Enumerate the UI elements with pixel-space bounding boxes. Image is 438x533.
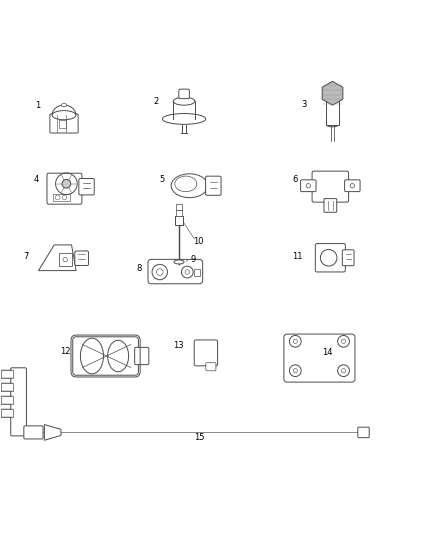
FancyBboxPatch shape bbox=[11, 368, 26, 436]
FancyBboxPatch shape bbox=[312, 171, 349, 202]
Text: 2: 2 bbox=[153, 97, 158, 106]
Text: 5: 5 bbox=[159, 175, 165, 184]
Polygon shape bbox=[44, 425, 61, 440]
Bar bbox=[326, 98, 339, 125]
Text: 11: 11 bbox=[292, 252, 303, 261]
FancyBboxPatch shape bbox=[24, 426, 43, 439]
Bar bbox=[1, 396, 13, 404]
Bar bbox=[1, 409, 13, 417]
Text: 1: 1 bbox=[35, 101, 40, 110]
Bar bbox=[1, 370, 13, 378]
Ellipse shape bbox=[52, 110, 76, 120]
Bar bbox=[59, 253, 71, 266]
Ellipse shape bbox=[162, 114, 206, 124]
FancyBboxPatch shape bbox=[343, 250, 354, 266]
FancyBboxPatch shape bbox=[47, 173, 82, 204]
FancyBboxPatch shape bbox=[206, 363, 216, 371]
Text: 3: 3 bbox=[301, 100, 307, 109]
Ellipse shape bbox=[174, 260, 184, 264]
Bar bbox=[53, 193, 71, 201]
Text: 12: 12 bbox=[60, 347, 71, 356]
FancyBboxPatch shape bbox=[315, 244, 345, 272]
FancyBboxPatch shape bbox=[358, 427, 369, 438]
Ellipse shape bbox=[173, 98, 195, 105]
FancyBboxPatch shape bbox=[284, 334, 355, 382]
Text: 6: 6 bbox=[293, 175, 298, 184]
Text: 7: 7 bbox=[23, 252, 29, 261]
Bar bbox=[60, 120, 66, 128]
FancyBboxPatch shape bbox=[75, 251, 88, 265]
FancyBboxPatch shape bbox=[50, 114, 78, 133]
FancyBboxPatch shape bbox=[324, 199, 337, 212]
Bar bbox=[1, 383, 13, 391]
FancyBboxPatch shape bbox=[179, 89, 189, 99]
Polygon shape bbox=[39, 245, 76, 271]
FancyBboxPatch shape bbox=[300, 180, 316, 192]
Text: 8: 8 bbox=[137, 264, 142, 273]
Bar bbox=[194, 269, 200, 276]
Ellipse shape bbox=[81, 338, 103, 374]
Text: 10: 10 bbox=[193, 237, 203, 246]
FancyBboxPatch shape bbox=[345, 180, 360, 192]
Ellipse shape bbox=[61, 103, 67, 107]
Bar bbox=[176, 209, 182, 216]
FancyBboxPatch shape bbox=[194, 340, 218, 366]
Text: 13: 13 bbox=[173, 342, 184, 351]
Ellipse shape bbox=[327, 123, 338, 127]
Text: 15: 15 bbox=[194, 433, 205, 442]
FancyBboxPatch shape bbox=[205, 176, 221, 195]
Text: 4: 4 bbox=[34, 175, 39, 184]
Ellipse shape bbox=[171, 174, 208, 198]
FancyBboxPatch shape bbox=[73, 337, 138, 375]
Circle shape bbox=[62, 180, 71, 188]
Bar bbox=[177, 204, 182, 209]
Ellipse shape bbox=[108, 340, 129, 372]
Ellipse shape bbox=[326, 96, 339, 101]
FancyBboxPatch shape bbox=[134, 348, 149, 365]
FancyBboxPatch shape bbox=[148, 260, 203, 284]
FancyBboxPatch shape bbox=[79, 179, 94, 195]
Polygon shape bbox=[322, 82, 343, 105]
Text: 9: 9 bbox=[190, 255, 195, 264]
Text: 14: 14 bbox=[322, 349, 332, 358]
Bar bbox=[175, 216, 183, 225]
